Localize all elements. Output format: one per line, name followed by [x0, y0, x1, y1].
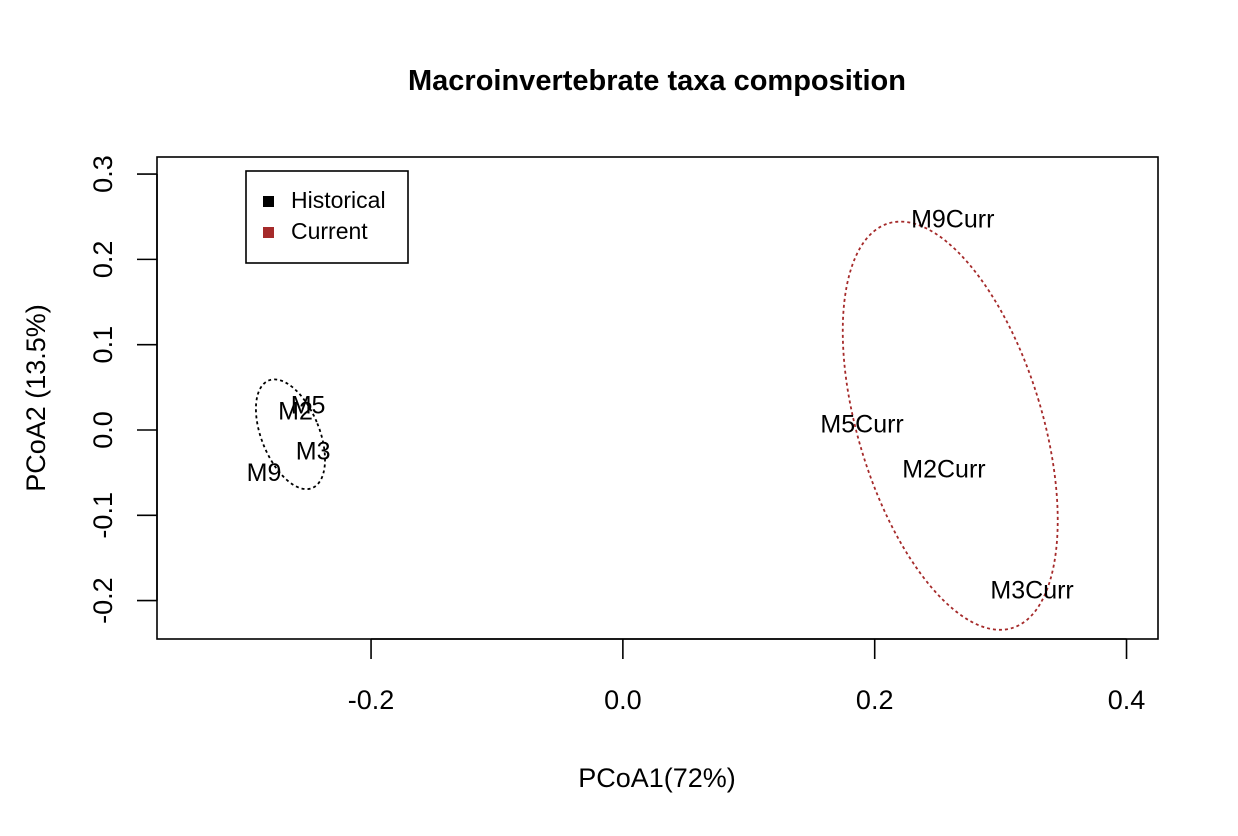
legend-box [245, 170, 409, 264]
legend-swatch-current [263, 227, 274, 238]
x-tick-label: 0.4 [1108, 685, 1146, 715]
point-m9curr: M9Curr [911, 206, 994, 234]
y-tick-label: -0.1 [88, 492, 118, 539]
y-tick-label: 0.2 [88, 241, 118, 279]
group-ellipses [255, 220, 1059, 631]
y-axis-title: PCoA2 (13.5%) [21, 304, 51, 492]
point-m3curr: M3Curr [990, 577, 1073, 605]
y-tick-label: 0.3 [88, 155, 118, 193]
legend: Historical Current [245, 170, 409, 264]
x-tick-label: 0.0 [604, 685, 642, 715]
point-m5curr: M5Curr [820, 410, 903, 438]
legend-label-historical: Historical [291, 187, 386, 213]
point-m2curr: M2Curr [902, 456, 985, 484]
point-m3: M3 [296, 438, 331, 466]
x-tick-label: 0.2 [856, 685, 894, 715]
legend-swatch-historical [263, 196, 274, 207]
point-m5: M5 [291, 392, 326, 420]
point-m9: M9 [247, 459, 282, 487]
x-axis-title: PCoA1(72%) [578, 763, 736, 793]
point-m2: M2 [278, 398, 313, 426]
x-axis: -0.2 0.0 0.2 0.4 [348, 638, 1146, 715]
legend-label-current: Current [291, 218, 368, 244]
y-tick-label: 0.1 [88, 326, 118, 364]
y-tick-label: 0.0 [88, 411, 118, 449]
chart-title: Macroinvertebrate taxa composition [408, 65, 906, 97]
ellipse-historical [255, 378, 326, 491]
x-tick-label: -0.2 [348, 685, 395, 715]
ellipse-current [841, 220, 1059, 631]
y-axis: -0.2 -0.1 0.0 0.1 0.2 0.3 [88, 155, 158, 624]
y-tick-label: -0.2 [88, 577, 118, 624]
